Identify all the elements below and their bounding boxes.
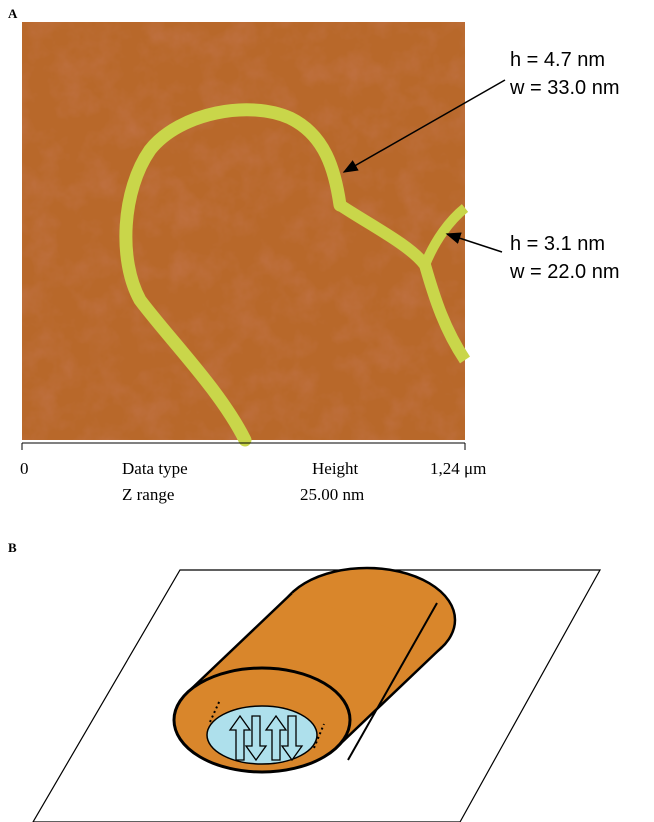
annotation: w = 33.0 nm [509,77,620,99]
panel-label: B [8,540,17,555]
afm-texture [22,22,465,440]
figure: A h = 4.7 nm w = 33.0 nm h = 3.1 nm w = … [0,0,654,822]
annotation: h = 3.1 nm [510,233,605,255]
info-value: Height [312,459,359,478]
info-key: Z range [122,485,174,504]
annotation: h = 4.7 nm [510,49,605,71]
cylinder-diagram [33,568,600,822]
scale-start: 0 [20,459,29,478]
scale-end: 1,24 μm [430,459,486,478]
afm-image [22,22,465,440]
info-value: 25.00 nm [300,485,364,504]
annotation: w = 22.0 nm [509,261,620,283]
panel-label: A [8,6,18,21]
core [207,706,317,764]
info-key: Data type [122,459,188,478]
